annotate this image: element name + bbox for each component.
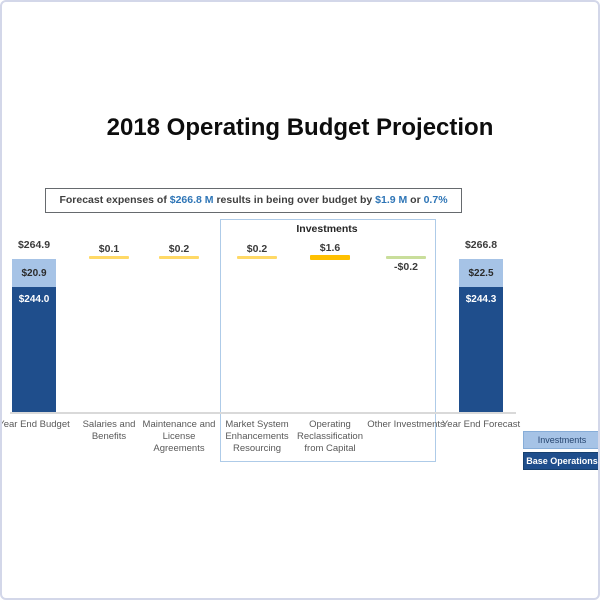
x-axis-label-year-end-forecast: Year End Forecast bbox=[441, 419, 521, 430]
legend-item-base-operations[interactable]: Base Operations bbox=[523, 452, 598, 470]
delta-value-label: $0.2 bbox=[168, 243, 190, 255]
delta-value-label: $0.1 bbox=[98, 243, 120, 255]
x-axis-label-year-end-budget: Year End Budget bbox=[0, 419, 70, 430]
bar-total-label: $264.9 bbox=[17, 239, 51, 251]
delta-value-label: -$0.2 bbox=[394, 261, 418, 273]
investments-segment[interactable]: $22.5 bbox=[459, 259, 503, 287]
x-axis-label-operating-reclassification: Operating Reclassification from Capital bbox=[297, 419, 363, 454]
page-title: 2018 Operating Budget Projection bbox=[106, 114, 494, 141]
x-axis-label-salaries-benefits: Salaries and Benefits bbox=[82, 419, 136, 442]
bar-year-end-budget[interactable]: $20.9 $244.0 bbox=[12, 259, 56, 412]
callout-forecast-total: $266.8 M bbox=[169, 194, 214, 206]
delta-value-label: $1.6 bbox=[319, 242, 341, 254]
bar-year-end-forecast[interactable]: $22.5 $244.3 bbox=[459, 259, 503, 412]
delta-bar-salaries-benefits[interactable] bbox=[89, 256, 129, 259]
summary-callout: Forecast expenses of $266.8 M results in… bbox=[45, 188, 462, 213]
legend-item-investments[interactable]: Investments bbox=[523, 431, 598, 449]
x-axis-label-maintenance-license: Maintenance and License Agreements bbox=[142, 419, 216, 454]
segment-value-label: $244.3 bbox=[465, 294, 497, 305]
legend: Investments Base Operations bbox=[523, 431, 598, 473]
investments-group-label: Investments bbox=[296, 223, 358, 235]
delta-bar-other-investments[interactable] bbox=[386, 256, 426, 259]
bar-total-label: $266.8 bbox=[464, 239, 498, 251]
callout-overage-amount: $1.9 M bbox=[375, 194, 408, 206]
callout-text: Forecast expenses of bbox=[59, 194, 170, 206]
base-operations-segment[interactable]: $244.3 bbox=[459, 287, 503, 412]
segment-value-label: $22.5 bbox=[468, 267, 494, 279]
x-axis-line bbox=[10, 412, 516, 414]
delta-bar-maintenance-license[interactable] bbox=[159, 256, 199, 259]
x-axis-label-other-investments: Other Investments bbox=[367, 419, 445, 430]
x-axis-label-market-system: Market System Enhancements Resourcing bbox=[225, 419, 289, 454]
segment-value-label: $20.9 bbox=[21, 267, 47, 279]
callout-text: results in being over budget by bbox=[213, 194, 376, 206]
delta-value-label: $0.2 bbox=[246, 243, 268, 255]
callout-text: or bbox=[407, 194, 424, 206]
base-operations-segment[interactable]: $244.0 bbox=[12, 287, 56, 412]
callout-overage-percent: 0.7% bbox=[423, 194, 448, 206]
delta-bar-market-system[interactable] bbox=[237, 256, 277, 259]
investments-segment[interactable]: $20.9 bbox=[12, 259, 56, 287]
delta-bar-operating-reclassification[interactable] bbox=[310, 255, 350, 260]
investments-group-box bbox=[220, 219, 436, 462]
segment-value-label: $244.0 bbox=[18, 294, 50, 305]
